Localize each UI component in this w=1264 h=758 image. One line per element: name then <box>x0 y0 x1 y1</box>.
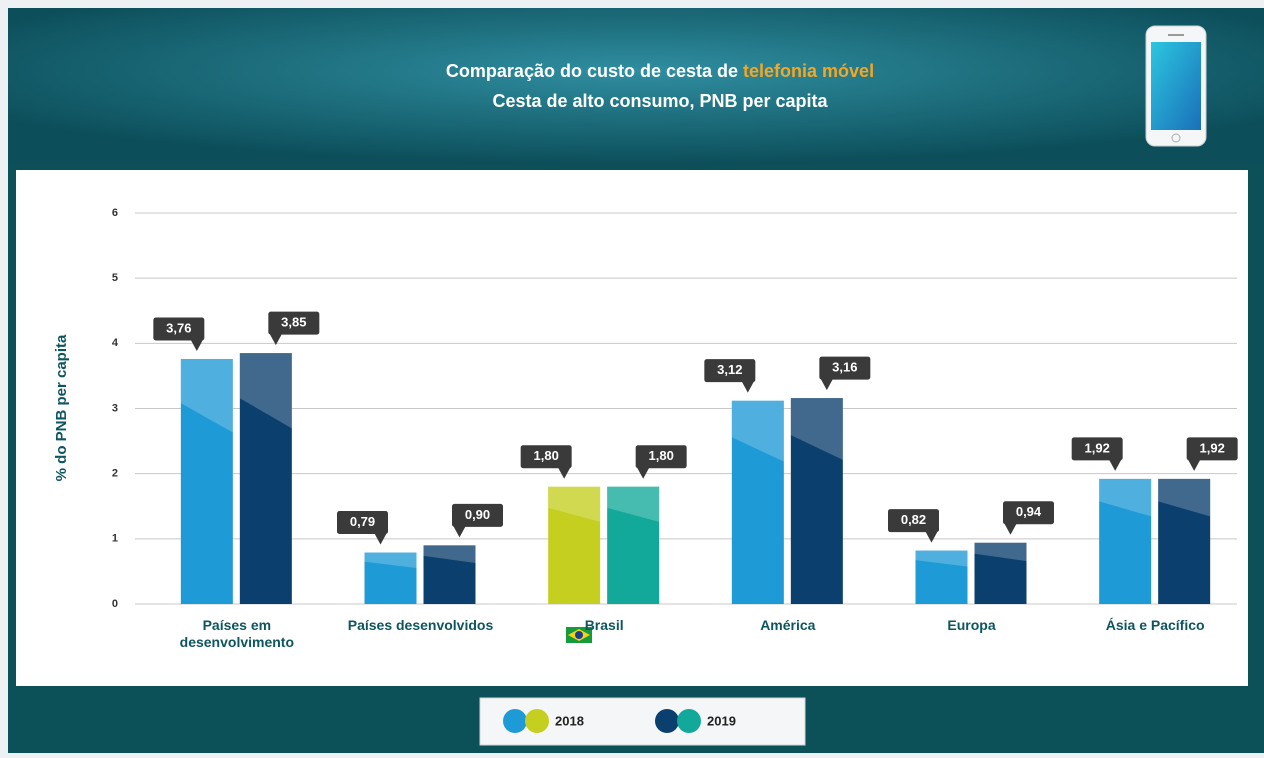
y-tick-label: 6 <box>112 207 118 219</box>
value-label-box <box>336 510 389 536</box>
x-tick-label: Brasil <box>584 617 624 633</box>
legend-swatch <box>525 709 549 733</box>
value-label-pointer <box>637 467 650 479</box>
x-tick-label: Países desenvolvidos <box>347 617 494 633</box>
bar-shine <box>423 545 476 563</box>
phone-icon <box>1145 25 1207 147</box>
bar-shine <box>790 398 843 460</box>
value-label-box <box>152 316 206 342</box>
value-label: 1,92 <box>1085 440 1110 455</box>
value-label: 0,90 <box>465 507 490 522</box>
brazil-flag <box>566 627 592 643</box>
y-tick-label: 1 <box>112 533 118 545</box>
value-label-box <box>1185 436 1239 462</box>
bar <box>364 552 417 604</box>
y-tick-label: 5 <box>112 272 118 284</box>
bar <box>1158 478 1211 604</box>
value-label-pointer <box>374 533 387 545</box>
bar-shine <box>731 400 784 462</box>
bar-shine <box>548 486 601 522</box>
value-label-box <box>887 508 940 534</box>
value-label-box <box>267 310 321 336</box>
value-label-box <box>818 355 872 381</box>
bar-shine <box>915 550 968 567</box>
bar-shine <box>974 542 1027 562</box>
header-banner <box>8 8 1264 165</box>
value-label: 0,82 <box>901 512 926 527</box>
value-label-box <box>1070 436 1124 462</box>
x-tick-label: Ásia e Pacífico <box>1105 617 1205 633</box>
bar <box>790 398 843 604</box>
value-label-pointer <box>820 379 833 391</box>
value-label-pointer <box>925 531 938 543</box>
value-label: 1,92 <box>1200 440 1225 455</box>
value-label-pointer <box>558 467 571 479</box>
chart-subtitle: Cesta de alto consumo, PNB per capita <box>492 91 828 111</box>
y-tick-label: 2 <box>112 468 118 480</box>
y-tick-label: 3 <box>112 402 118 414</box>
value-label-box <box>451 502 504 528</box>
value-label: 0,94 <box>1016 504 1042 519</box>
bar <box>548 486 601 604</box>
value-label: 1,80 <box>534 448 559 463</box>
legend-swatch <box>655 709 679 733</box>
bar <box>180 358 233 604</box>
y-axis-label: % do PNB per capita <box>53 334 70 481</box>
value-label: 3,16 <box>832 360 857 375</box>
x-tick-label: Europa <box>947 617 996 633</box>
value-label-box <box>634 444 688 470</box>
legend-swatch <box>677 709 701 733</box>
title-text: Comparação do custo de cesta de <box>446 61 738 81</box>
bar-shine <box>239 353 292 429</box>
bar <box>423 545 476 604</box>
bar-shine <box>364 552 417 568</box>
x-tick-label: Países em desenvolvimento <box>179 617 295 650</box>
bar-shine <box>607 486 660 522</box>
value-label-pointer <box>1188 459 1201 471</box>
bar <box>607 486 660 604</box>
value-label-pointer <box>269 334 282 346</box>
value-label: 0,79 <box>350 514 375 529</box>
value-label-pointer <box>190 339 203 351</box>
y-tick-label: 0 <box>112 598 118 610</box>
bar <box>915 550 968 604</box>
value-label-pointer <box>1004 523 1017 535</box>
y-tick-label: 4 <box>112 337 119 349</box>
x-tick-label: América <box>760 617 816 633</box>
value-label: 3,76 <box>166 320 191 335</box>
bar <box>1099 478 1152 604</box>
bar <box>239 353 292 604</box>
value-label-pointer <box>453 526 466 538</box>
value-label: 3,12 <box>717 362 742 377</box>
value-label-box <box>1002 500 1055 526</box>
value-label-box <box>703 358 757 384</box>
bar-shine <box>1158 478 1211 517</box>
bar <box>974 542 1027 604</box>
value-label: 1,80 <box>649 448 674 463</box>
legend-swatch <box>503 709 527 733</box>
legend-label: 2018 <box>555 713 584 728</box>
title-highlight: telefonia móvel <box>743 61 874 81</box>
value-label-pointer <box>741 381 754 393</box>
bar-shine <box>180 358 233 433</box>
value-label-pointer <box>1109 459 1122 471</box>
bar <box>731 400 784 604</box>
value-label-box <box>519 444 573 470</box>
value-label: 3,85 <box>281 315 306 330</box>
legend-label: 2019 <box>707 713 736 728</box>
chart-title: Comparação do custo de cesta de telefoni… <box>446 61 874 81</box>
bar-shine <box>1099 478 1152 517</box>
